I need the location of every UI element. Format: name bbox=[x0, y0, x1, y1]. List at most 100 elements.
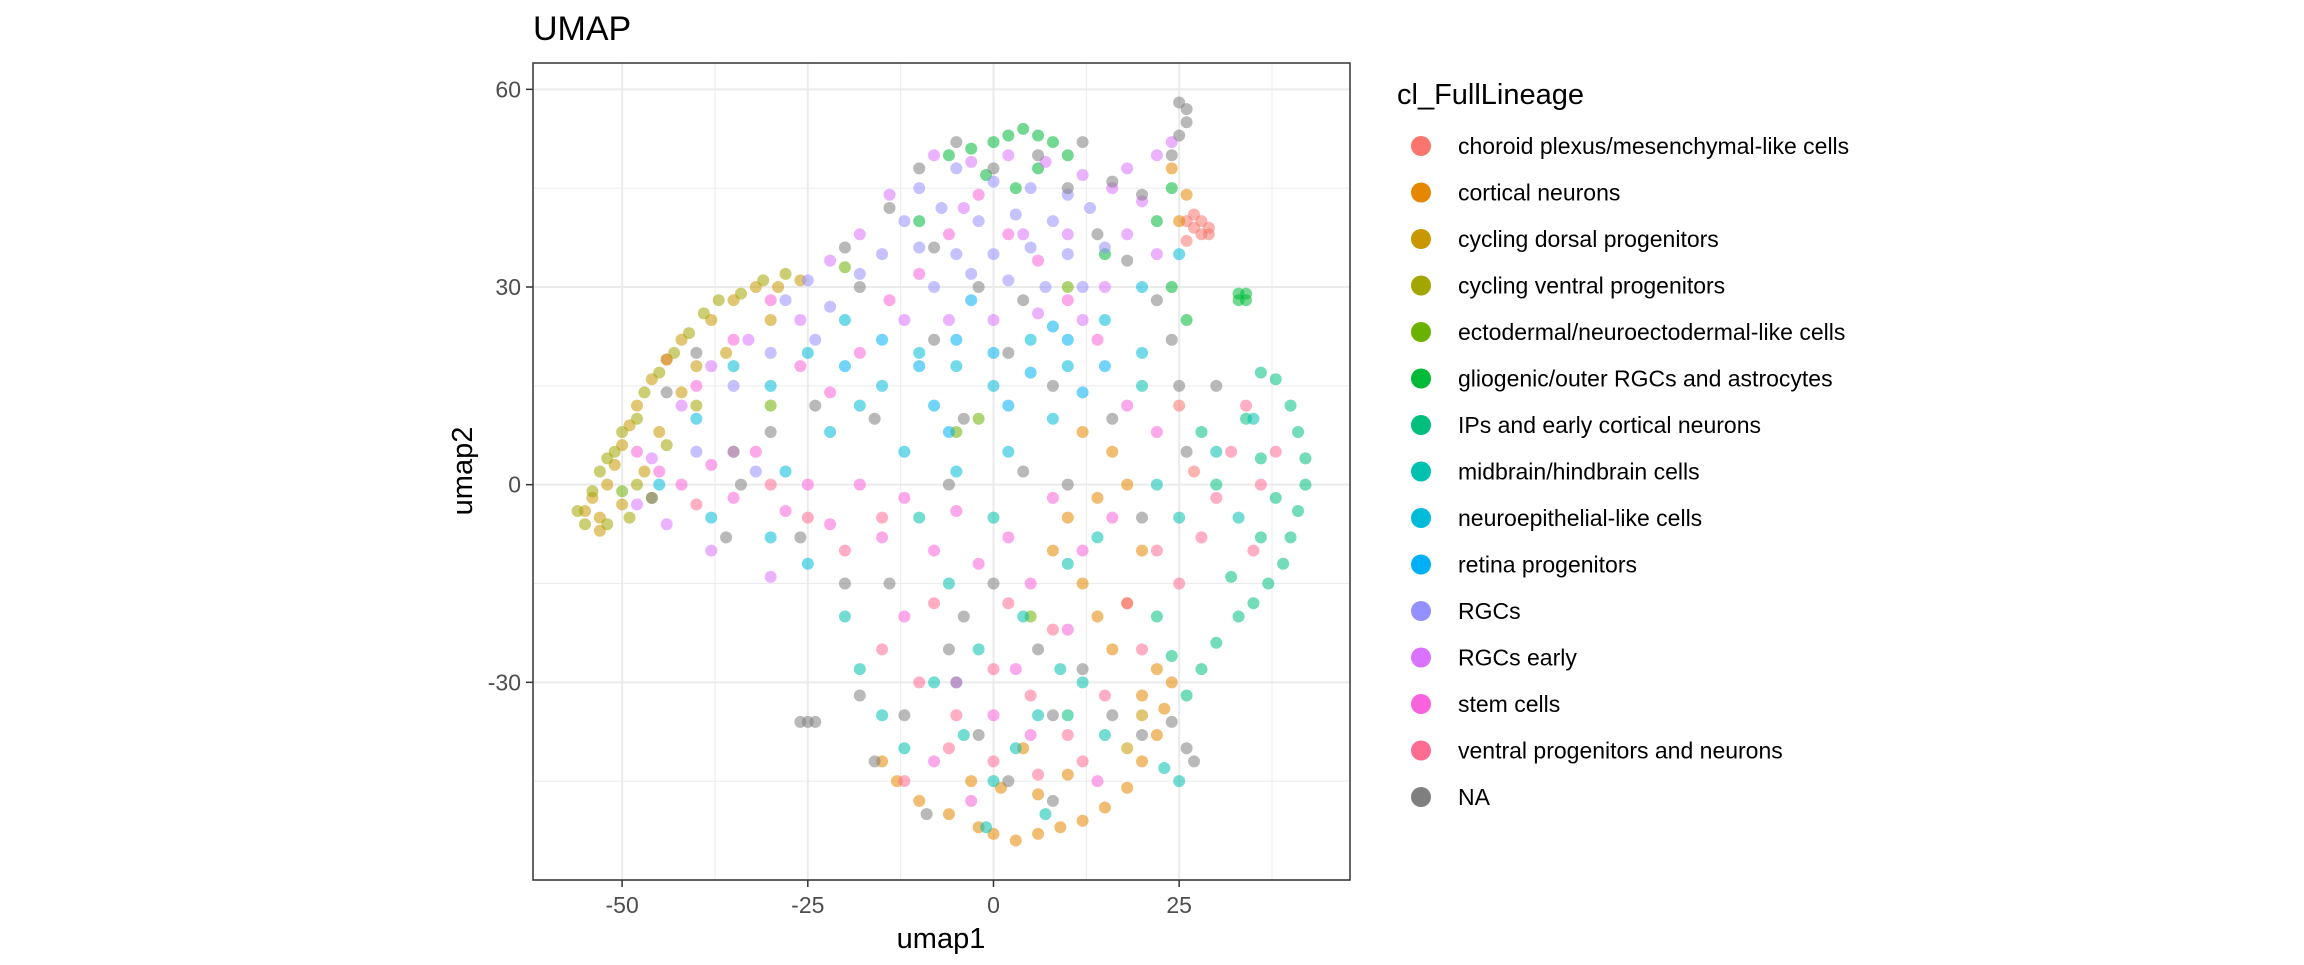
data-point bbox=[1165, 162, 1178, 175]
data-point bbox=[1150, 149, 1163, 162]
data-point bbox=[630, 478, 643, 491]
data-point bbox=[1136, 729, 1149, 742]
data-point bbox=[1150, 248, 1163, 261]
data-point bbox=[1150, 544, 1163, 557]
data-point bbox=[824, 518, 837, 531]
x-tick-label: -50 bbox=[606, 892, 639, 918]
data-point bbox=[1136, 379, 1149, 392]
data-point bbox=[987, 175, 1000, 188]
data-point bbox=[928, 755, 941, 768]
data-point bbox=[660, 386, 673, 399]
data-point bbox=[1121, 228, 1134, 241]
data-point bbox=[1121, 597, 1134, 610]
legend-items: choroid plexus/mesenchymal-like cells cor… bbox=[1411, 133, 1849, 810]
data-point bbox=[1098, 689, 1111, 702]
data-point bbox=[1240, 287, 1253, 300]
data-point bbox=[1009, 208, 1022, 221]
data-point bbox=[950, 709, 963, 722]
data-point bbox=[1277, 557, 1290, 570]
data-point bbox=[1098, 801, 1111, 814]
data-point bbox=[1121, 478, 1134, 491]
data-point bbox=[764, 399, 777, 412]
data-point bbox=[630, 498, 643, 511]
data-point bbox=[965, 775, 978, 788]
data-point bbox=[1247, 544, 1260, 557]
data-point bbox=[1054, 821, 1067, 834]
data-point bbox=[779, 505, 792, 518]
data-point bbox=[1009, 742, 1022, 755]
data-point bbox=[972, 281, 985, 294]
data-point bbox=[1173, 577, 1186, 590]
legend-item: choroid plexus/mesenchymal-like cells bbox=[1411, 133, 1849, 159]
data-point bbox=[1210, 445, 1223, 458]
data-point bbox=[1098, 313, 1111, 326]
data-point bbox=[1017, 465, 1030, 478]
data-point bbox=[883, 577, 896, 590]
data-point bbox=[794, 531, 807, 544]
legend-key bbox=[1411, 554, 1431, 575]
data-point bbox=[638, 465, 651, 478]
data-point bbox=[1210, 491, 1223, 504]
data-point bbox=[1210, 478, 1223, 491]
data-point bbox=[913, 511, 926, 524]
data-point bbox=[987, 162, 1000, 175]
data-point bbox=[876, 333, 889, 346]
data-point bbox=[1039, 281, 1052, 294]
data-point bbox=[1121, 781, 1134, 794]
data-point bbox=[1091, 610, 1104, 623]
data-point bbox=[1240, 399, 1253, 412]
data-point bbox=[1136, 346, 1149, 359]
data-point bbox=[764, 531, 777, 544]
data-point bbox=[630, 399, 643, 412]
data-point bbox=[801, 557, 814, 570]
data-point bbox=[1002, 149, 1015, 162]
data-point bbox=[1039, 808, 1052, 821]
legend-item: neuroepithelial-like cells bbox=[1411, 505, 1702, 531]
data-point bbox=[868, 755, 881, 768]
data-point bbox=[838, 261, 851, 274]
x-tick-label: 0 bbox=[987, 892, 1000, 918]
data-point bbox=[1165, 182, 1178, 195]
data-point bbox=[935, 201, 948, 214]
data-point bbox=[1254, 366, 1267, 379]
data-point bbox=[690, 346, 703, 359]
data-point bbox=[950, 360, 963, 373]
data-point bbox=[1136, 643, 1149, 656]
data-point bbox=[1032, 149, 1045, 162]
data-point bbox=[764, 425, 777, 438]
data-point bbox=[1017, 228, 1030, 241]
legend-label: gliogenic/outer RGCs and astrocytes bbox=[1458, 366, 1833, 392]
data-point bbox=[987, 755, 1000, 768]
data-point bbox=[1254, 531, 1267, 544]
data-point bbox=[1024, 689, 1037, 702]
data-point bbox=[697, 307, 710, 320]
data-point bbox=[801, 511, 814, 524]
legend-key bbox=[1411, 787, 1431, 807]
data-point bbox=[1173, 775, 1186, 788]
data-point bbox=[1284, 399, 1297, 412]
data-point bbox=[593, 465, 606, 478]
data-point bbox=[913, 346, 926, 359]
data-point bbox=[965, 155, 978, 168]
data-point bbox=[965, 294, 978, 307]
data-point bbox=[638, 386, 651, 399]
data-point bbox=[957, 412, 970, 425]
legend-label: IPs and early cortical neurons bbox=[1458, 412, 1761, 438]
data-point bbox=[965, 267, 978, 280]
data-point bbox=[779, 267, 792, 280]
data-point bbox=[801, 274, 814, 287]
data-point bbox=[838, 610, 851, 623]
data-point bbox=[1032, 827, 1045, 840]
data-point bbox=[1180, 689, 1193, 702]
legend-item: ectodermal/neuroectodermal-like cells bbox=[1411, 319, 1845, 345]
data-point bbox=[690, 498, 703, 511]
data-point bbox=[645, 491, 658, 504]
y-tick-label: 0 bbox=[508, 472, 521, 498]
data-point bbox=[779, 294, 792, 307]
data-point bbox=[660, 518, 673, 531]
data-points bbox=[571, 96, 1312, 847]
legend-key bbox=[1411, 136, 1431, 156]
data-point bbox=[838, 544, 851, 557]
data-point bbox=[690, 379, 703, 392]
data-point bbox=[1091, 333, 1104, 346]
